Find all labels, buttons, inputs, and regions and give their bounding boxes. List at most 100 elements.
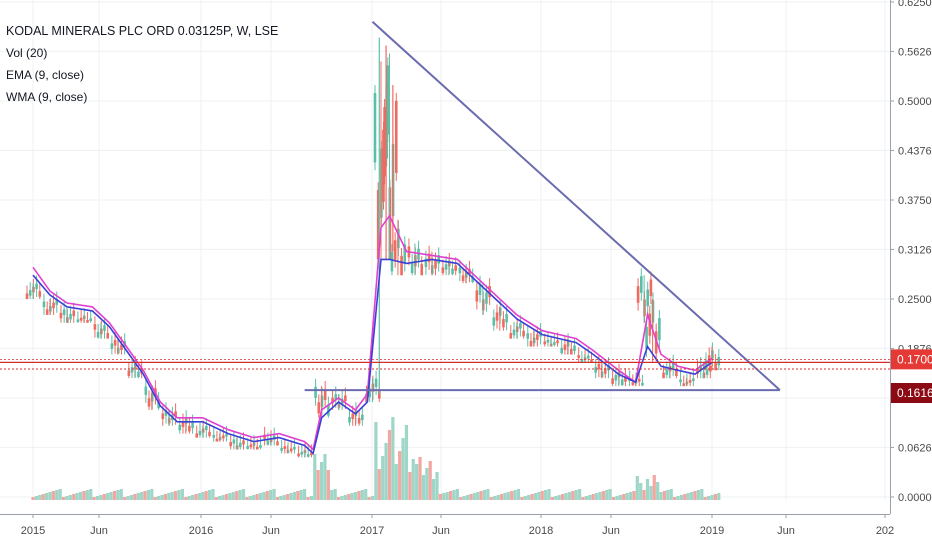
legend-wma[interactable]: WMA (9, close) — [6, 90, 88, 104]
legend-ema[interactable]: EMA (9, close) — [6, 68, 85, 82]
candle-body — [649, 279, 653, 297]
candle-body — [522, 330, 525, 337]
volume-bar — [119, 489, 123, 500]
volume-bar — [679, 495, 684, 500]
volume-bar — [292, 492, 297, 500]
volume-bar — [472, 493, 476, 500]
volume-bar — [577, 489, 582, 500]
volume-bar — [673, 497, 677, 500]
candle-body — [688, 380, 692, 383]
volume-bar — [99, 495, 103, 500]
candle-body — [590, 359, 593, 363]
candle-body — [505, 314, 508, 323]
volume-bars — [31, 417, 721, 500]
candle-body — [662, 372, 665, 379]
volume-bar — [584, 496, 588, 500]
volume-bar — [649, 486, 653, 500]
time-axis-bg — [0, 514, 932, 550]
candle-body — [266, 440, 270, 445]
volume-bar — [116, 490, 120, 500]
candle-body — [69, 313, 72, 320]
price-axis-label: 0.4376 — [898, 145, 932, 157]
candle-body — [314, 386, 317, 398]
candle-body — [376, 190, 380, 260]
volume-bar — [367, 497, 371, 500]
volume-bar — [31, 497, 35, 500]
candle-body — [382, 129, 385, 202]
volume-bar — [707, 496, 711, 500]
volume-bar — [700, 489, 704, 500]
candle-body — [420, 264, 424, 276]
candle-body — [310, 452, 313, 456]
volume-bar — [190, 495, 195, 500]
candle-body — [93, 324, 97, 330]
volume-bar — [503, 493, 507, 500]
volume-bar — [611, 497, 616, 500]
candle-body — [76, 319, 80, 323]
candle-body — [255, 446, 259, 450]
candle-body — [679, 379, 682, 383]
volume-bar — [717, 493, 721, 500]
volume-bar — [567, 492, 572, 500]
candle-body — [705, 369, 709, 375]
volume-bar — [313, 454, 317, 500]
candle-body — [164, 410, 168, 416]
volume-bar — [544, 490, 548, 500]
legend-volume[interactable]: Vol (20) — [6, 46, 48, 60]
candle-body — [174, 411, 177, 417]
volume-bar — [143, 491, 147, 500]
candle-body — [361, 414, 364, 421]
time-axis-label: 2016 — [189, 525, 213, 537]
volume-bar — [330, 490, 334, 500]
volume-bar — [109, 492, 113, 500]
candle-body — [671, 362, 675, 369]
candle-body — [394, 100, 398, 173]
price-badge — [891, 383, 932, 404]
candle-body — [458, 267, 462, 274]
candle-body — [471, 276, 474, 283]
volume-bar — [690, 492, 694, 500]
volume-bar — [224, 494, 229, 500]
candle-body — [351, 413, 355, 420]
time-axis-label: 2015 — [21, 525, 45, 537]
volume-bar — [214, 497, 218, 500]
volume-bar — [482, 490, 487, 500]
volume-bar — [601, 491, 605, 500]
candle-body — [624, 376, 627, 382]
candle-body — [563, 344, 567, 351]
candle-body — [181, 421, 185, 427]
volume-bar — [184, 497, 188, 500]
candle-body — [403, 244, 407, 264]
candle-body — [161, 413, 165, 420]
volume-bar — [286, 494, 290, 500]
volume-bar — [686, 493, 690, 500]
volume-bar — [265, 491, 269, 500]
volume-bar — [710, 495, 714, 500]
volume-bar — [598, 492, 602, 500]
candle-body — [478, 283, 482, 295]
volume-bar — [591, 494, 595, 500]
volume-bar — [282, 495, 286, 500]
candle-body — [96, 331, 100, 338]
volume-bar — [353, 492, 358, 500]
candle-body — [393, 240, 397, 260]
candle-body — [113, 340, 117, 346]
candle-body — [208, 431, 211, 436]
candle-body — [38, 291, 42, 297]
volume-bar — [381, 456, 385, 500]
volume-bar — [530, 494, 534, 500]
volume-bar — [333, 489, 337, 500]
volume-bar — [343, 495, 347, 500]
volume-bar — [197, 493, 201, 500]
volume-bar — [167, 493, 171, 500]
candle-body — [620, 379, 624, 386]
candle-body — [560, 347, 564, 354]
volume-bar — [398, 451, 402, 500]
candle-body — [586, 355, 590, 359]
symbol-title[interactable]: KODAL MINERALS PLC ORD 0.03125P, W, LSE — [6, 24, 279, 38]
volume-bar — [133, 494, 137, 500]
volume-bar — [85, 490, 89, 500]
volume-bar — [635, 476, 639, 500]
